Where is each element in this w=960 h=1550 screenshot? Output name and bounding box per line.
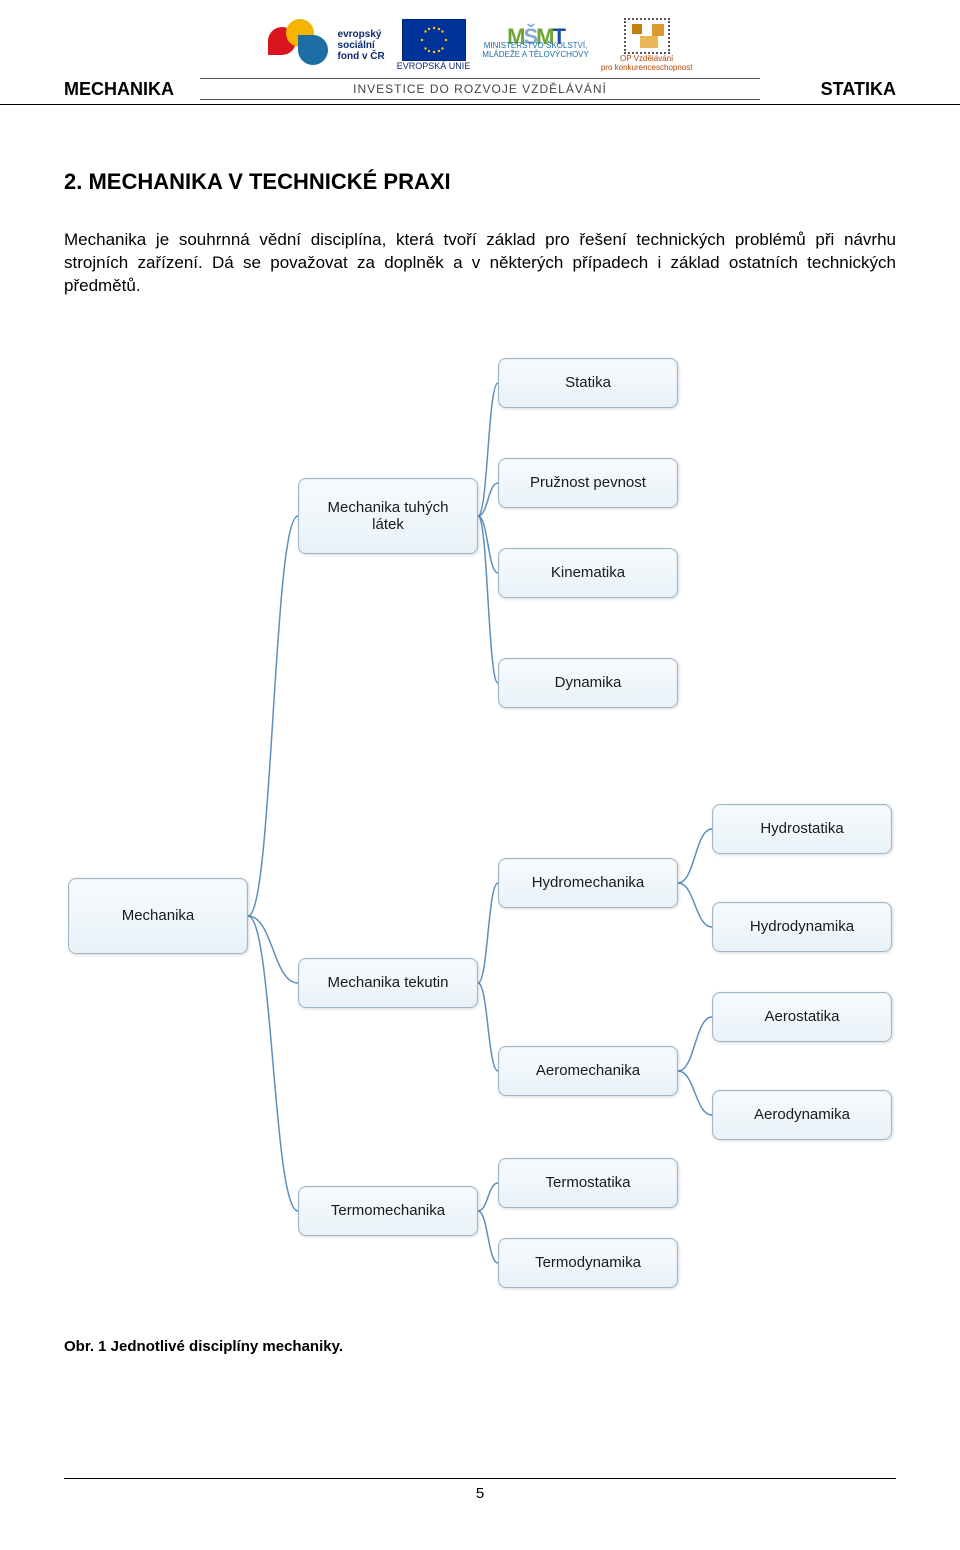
footer: 5 [64,1478,896,1502]
node-tekutin: Mechanika tekutin [298,958,478,1008]
esf-line2: sociální [338,40,385,51]
opvk-icon [624,18,670,54]
section-title: 2. MECHANIKA V TECHNICKÉ PRAXI [64,169,896,195]
intro-paragraph: Mechanika je souhrnná vědní disciplína, … [64,229,896,298]
opvk-logo: OP Vzdělávání pro konkurenceschopnost [601,18,693,72]
msmt-icon: MŠMT [507,32,564,41]
eu-flag-icon [402,19,466,61]
logo-row: evropský sociální fond v ČR EVROPSKÁ UNI… [200,18,760,72]
esf-text: evropský sociální fond v ČR [338,29,385,62]
opvk-line2: pro konkurenceschopnost [601,63,693,72]
node-mechanika: Mechanika [68,878,248,954]
node-termostatika: Termostatika [498,1158,678,1208]
node-aerodynamika: Aerodynamika [712,1090,892,1140]
figure-caption: Obr. 1 Jednotlivé disciplíny mechaniky. [0,1338,960,1355]
msmt-line1: MINISTERSTVO ŠKOLSTVÍ, [484,41,588,50]
header-right: STATIKA [821,79,896,100]
opvk-line1: OP Vzdělávání [620,54,673,63]
eu-label: EVROPSKÁ UNIE [397,61,471,71]
node-termodynamika: Termodynamika [498,1238,678,1288]
content: 2. MECHANIKA V TECHNICKÉ PRAXI Mechanika… [0,105,960,1334]
node-termomechanika: Termomechanika [298,1186,478,1236]
node-hydromechanika: Hydromechanika [498,858,678,908]
esf-line3: fond v ČR [338,51,385,62]
node-hydrodynamika: Hydrodynamika [712,902,892,952]
mechanika-diagram: Mechanika Mechanika tuhých látek Mechanika… [64,338,896,1278]
esf-line1: evropský [338,29,385,40]
node-tuhych: Mechanika tuhých látek [298,478,478,554]
node-kinematika: Kinematika [498,548,678,598]
eu-logo: EVROPSKÁ UNIE [397,19,471,71]
esf-swirl-icon [268,19,332,71]
node-pruznost: Pružnost pevnost [498,458,678,508]
node-dynamika: Dynamika [498,658,678,708]
node-aerostatika: Aerostatika [712,992,892,1042]
investice-banner: INVESTICE DO ROZVOJE VZDĚLÁVÁNÍ [200,78,760,100]
page-number: 5 [476,1485,484,1502]
esf-logo: evropský sociální fond v ČR [268,19,385,71]
msmt-logo: MŠMT MINISTERSTVO ŠKOLSTVÍ, MLÁDEŽE A TĚ… [482,32,589,59]
header-rule: MECHANIKA STATIKA [0,104,960,105]
node-hydrostatika: Hydrostatika [712,804,892,854]
msmt-line2: MLÁDEŽE A TĚLOVÝCHOVY [482,50,589,59]
header-left: MECHANIKA [64,79,174,100]
node-aeromechanika: Aeromechanika [498,1046,678,1096]
page: evropský sociální fond v ČR EVROPSKÁ UNI… [0,18,960,1550]
node-statika: Statika [498,358,678,408]
